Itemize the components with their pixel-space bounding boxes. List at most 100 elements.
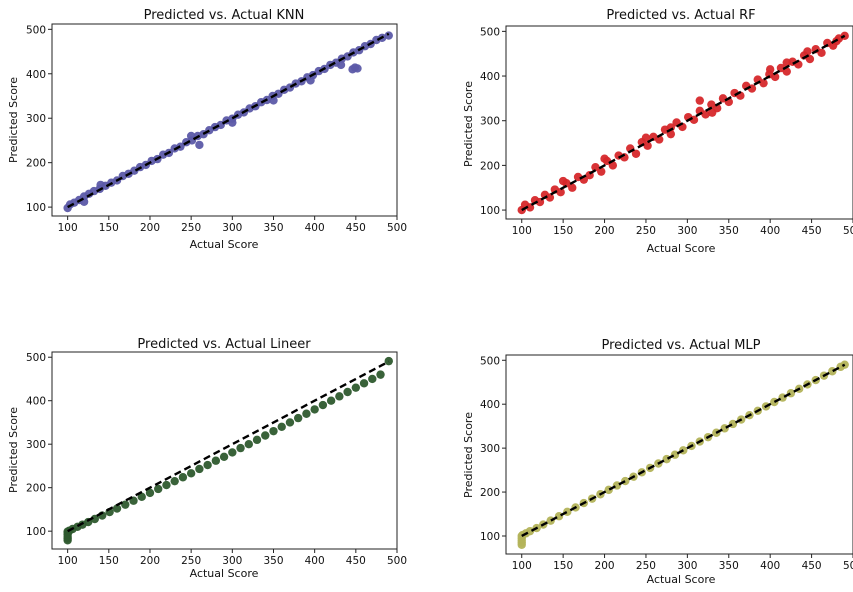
x-tick-label: 150	[99, 555, 119, 567]
x-axis-ticks: 100 150 200 250 300 350 400 450 500	[58, 216, 407, 234]
data-point	[351, 383, 361, 392]
data-point	[556, 187, 565, 197]
y-tick-label: 500	[26, 24, 46, 36]
y-tick-label: 300	[26, 439, 46, 451]
x-tick-label: 400	[760, 560, 780, 572]
y-tick-label: 400	[26, 69, 46, 81]
data-point	[277, 422, 286, 431]
y-tick-label: 500	[26, 352, 46, 364]
x-tick-label: 400	[760, 225, 780, 237]
data-point	[384, 31, 393, 40]
y-tick-label: 100	[480, 205, 500, 217]
data-point	[765, 65, 775, 74]
x-tick-label: 250	[636, 560, 656, 572]
data-point	[558, 176, 568, 186]
x-tick-label: 200	[140, 222, 160, 234]
reference-line-path	[67, 32, 390, 209]
data-point	[195, 464, 204, 474]
data-point	[228, 118, 237, 127]
data-point	[643, 141, 652, 150]
y-axis-label: Predicted Score	[462, 412, 475, 498]
data-point	[384, 356, 393, 366]
data-point	[759, 78, 768, 88]
chart-mlp: Predicted vs. Actual MLP 100 150 200 250 300…	[462, 338, 853, 586]
x-tick-label: 450	[802, 560, 822, 572]
data-point	[670, 450, 680, 459]
x-tick-label: 250	[636, 225, 656, 237]
data-point	[662, 454, 671, 464]
data-point	[236, 443, 245, 453]
x-tick-label: 500	[843, 225, 853, 237]
x-tick-label: 350	[263, 222, 283, 234]
x-axis-ticks: 100 150 200 250 300 350 400 450 500	[58, 549, 407, 567]
data-points	[63, 356, 393, 545]
x-tick-label: 300	[677, 560, 697, 572]
data-point	[778, 393, 787, 402]
data-point	[376, 370, 385, 379]
x-tick-label: 450	[346, 222, 366, 234]
x-axis-label: Actual Score	[647, 242, 716, 255]
data-point	[285, 418, 295, 427]
data-point	[353, 64, 362, 73]
data-point	[701, 110, 710, 119]
data-point	[326, 396, 336, 405]
data-point	[228, 448, 237, 457]
data-point	[695, 96, 704, 105]
x-tick-label: 450	[346, 555, 366, 567]
x-tick-label: 150	[553, 225, 573, 237]
data-points	[517, 31, 849, 215]
y-axis-ticks: 100 200 300 400 500	[26, 24, 52, 214]
data-point	[655, 135, 664, 144]
data-point	[170, 476, 179, 486]
y-axis-label: Predicted Score	[7, 407, 20, 493]
x-tick-label: 400	[305, 555, 325, 567]
y-tick-label: 200	[480, 487, 500, 499]
data-point	[368, 374, 377, 384]
data-point	[803, 47, 812, 56]
data-point	[336, 60, 346, 70]
y-tick-label: 400	[480, 399, 500, 411]
plot-area	[505, 354, 853, 555]
x-tick-label: 100	[512, 225, 532, 237]
reference-line	[67, 32, 390, 209]
reference-line-path	[521, 34, 846, 212]
data-point	[112, 504, 122, 513]
data-point	[293, 413, 303, 423]
chart-title: Predicted vs. Actual KNN	[144, 8, 305, 23]
y-tick-label: 500	[480, 355, 500, 367]
data-point	[786, 389, 796, 398]
y-tick-label: 300	[26, 113, 46, 125]
y-axis-label: Predicted Score	[462, 81, 475, 167]
data-point	[641, 133, 651, 142]
y-tick-label: 100	[26, 202, 46, 214]
data-point	[359, 379, 369, 388]
data-point	[121, 500, 130, 509]
y-tick-label: 300	[480, 443, 500, 455]
data-point	[306, 76, 315, 85]
y-tick-label: 300	[480, 116, 500, 128]
x-tick-label: 350	[263, 555, 283, 567]
y-tick-label: 100	[26, 526, 46, 538]
chart-rf: Predicted vs. Actual RF 100 150 200 250 300 3…	[462, 8, 853, 255]
x-tick-label: 300	[222, 555, 242, 567]
data-point	[720, 424, 729, 433]
x-axis-ticks: 100 150 200 250 300 350 400 450 500	[512, 219, 853, 237]
x-tick-label: 200	[595, 560, 615, 572]
x-tick-label: 100	[58, 555, 78, 567]
y-tick-label: 400	[26, 396, 46, 408]
data-point	[343, 387, 352, 397]
reference-line	[521, 363, 846, 538]
data-point	[203, 460, 212, 470]
x-tick-label: 150	[553, 560, 573, 572]
y-tick-label: 400	[480, 71, 500, 83]
data-point	[269, 96, 278, 105]
y-tick-label: 200	[26, 158, 46, 170]
data-point	[252, 435, 262, 445]
x-tick-label: 500	[843, 560, 853, 572]
data-point	[154, 484, 163, 494]
x-tick-label: 250	[181, 555, 201, 567]
data-point	[554, 512, 564, 521]
data-point	[261, 431, 270, 440]
plot-area	[51, 351, 398, 550]
